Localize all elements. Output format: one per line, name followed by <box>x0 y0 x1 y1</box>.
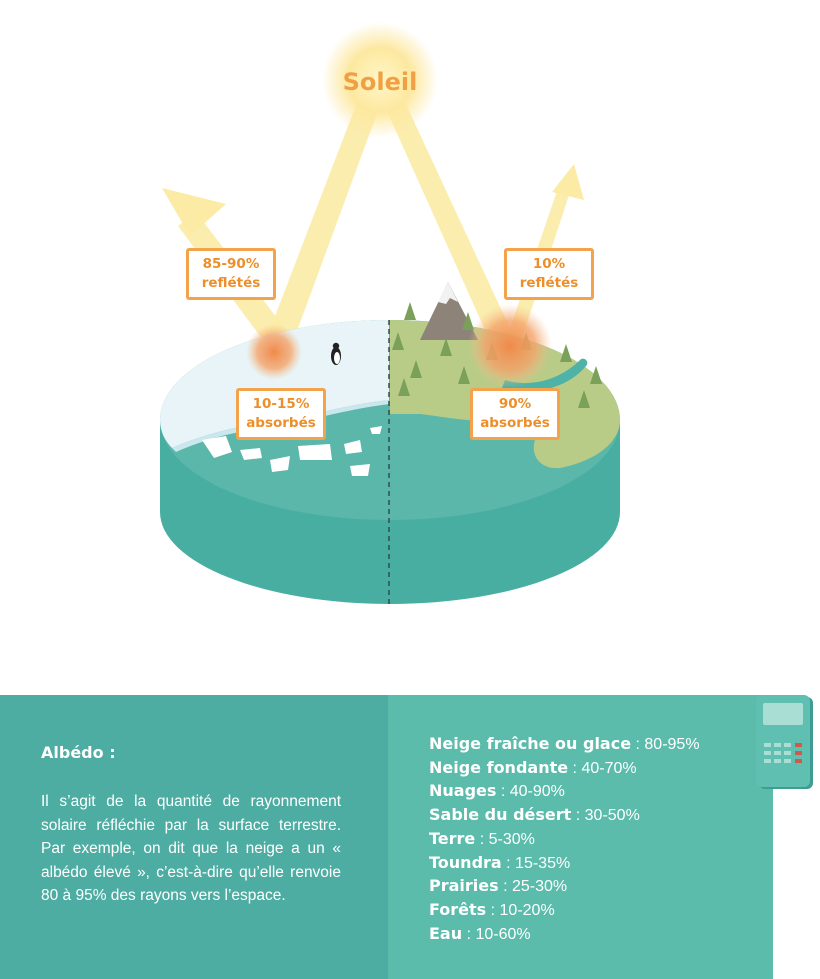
ice-floe <box>270 456 290 472</box>
label-text: absorbés <box>480 415 550 431</box>
info-panel: Albédo : Il s’agit de la quantité de ray… <box>0 695 773 979</box>
material-value: : 10-60% <box>466 925 531 943</box>
ice-floe <box>344 440 362 454</box>
ice-floe <box>350 464 370 476</box>
material-value: : 30-50% <box>575 807 640 825</box>
list-item: Toundra : 15-35% <box>429 852 700 876</box>
material-value: : 10-20% <box>490 901 555 919</box>
material-name: Toundra <box>429 852 502 872</box>
label-value: 90% <box>498 396 532 412</box>
albedo-values-list: Neige fraîche ou glace : 80-95% Neige fo… <box>429 733 700 946</box>
material-name: Eau <box>429 923 463 943</box>
label-text: reflétés <box>201 275 261 291</box>
albedo-description: Il s’agit de la quantité de rayonnement … <box>41 793 341 904</box>
list-item: Sable du désert : 30-50% <box>429 804 700 828</box>
absorption-glow-right <box>468 304 552 388</box>
mountain-snow <box>438 282 458 304</box>
ice-floe <box>298 444 332 460</box>
material-value: : 40-70% <box>572 759 637 777</box>
absorption-glow-left <box>246 324 302 380</box>
list-item: Neige fondante : 40-70% <box>429 757 700 781</box>
material-name: Forêts <box>429 899 487 919</box>
albedo-illustration <box>160 22 620 606</box>
beam-in-right <box>382 100 520 350</box>
list-item: Prairies : 25-30% <box>429 875 700 899</box>
albedo-values-panel: Neige fraîche ou glace : 80-95% Neige fo… <box>388 695 773 979</box>
label-value: 10% <box>532 256 566 272</box>
list-item: Forêts : 10-20% <box>429 899 700 923</box>
material-value: : 5-30% <box>479 830 535 848</box>
material-name: Nuages <box>429 781 497 801</box>
list-item: Terre : 5-30% <box>429 828 700 852</box>
albedo-title: Albédo : <box>41 743 116 762</box>
arrow-head-left <box>162 188 226 236</box>
list-item: Nuages : 40-90% <box>429 780 700 804</box>
list-item: Eau : 10-60% <box>429 923 700 947</box>
label-text: absorbés <box>246 415 316 431</box>
label-text: reflétés <box>519 275 579 291</box>
sun-label: Soleil <box>342 68 418 96</box>
material-value: : 40-90% <box>500 783 565 801</box>
sun <box>322 22 438 138</box>
arrow-head-right <box>552 164 584 200</box>
definition-panel: Albédo : Il s’agit de la quantité de ray… <box>0 695 388 979</box>
ice-floe <box>240 448 262 460</box>
label-left-reflected: 85-90% reflétés <box>186 248 276 300</box>
ice-floe <box>370 426 382 434</box>
label-right-absorbed: 90% absorbés <box>470 388 560 440</box>
list-item: Neige fraîche ou glace : 80-95% <box>429 733 700 757</box>
calculator-icon <box>756 695 813 789</box>
material-value: : 25-30% <box>503 878 568 896</box>
penguin <box>331 342 341 365</box>
material-name: Neige fondante <box>429 757 569 777</box>
label-right-reflected: 10% reflétés <box>504 248 594 300</box>
label-value: 10-15% <box>252 396 310 412</box>
material-name: Neige fraîche ou glace <box>429 734 632 753</box>
label-value: 85-90% <box>202 256 260 272</box>
label-left-absorbed: 10-15% absorbés <box>236 388 326 440</box>
material-name: Sable du désert <box>429 805 572 825</box>
material-value: : 15-35% <box>506 854 571 872</box>
earth-disc <box>160 282 620 606</box>
ice-floe <box>202 436 232 458</box>
material-value: : 80-95% <box>635 736 700 753</box>
material-name: Terre <box>429 828 476 848</box>
beam-in-left <box>262 100 382 350</box>
material-name: Prairies <box>429 876 499 896</box>
